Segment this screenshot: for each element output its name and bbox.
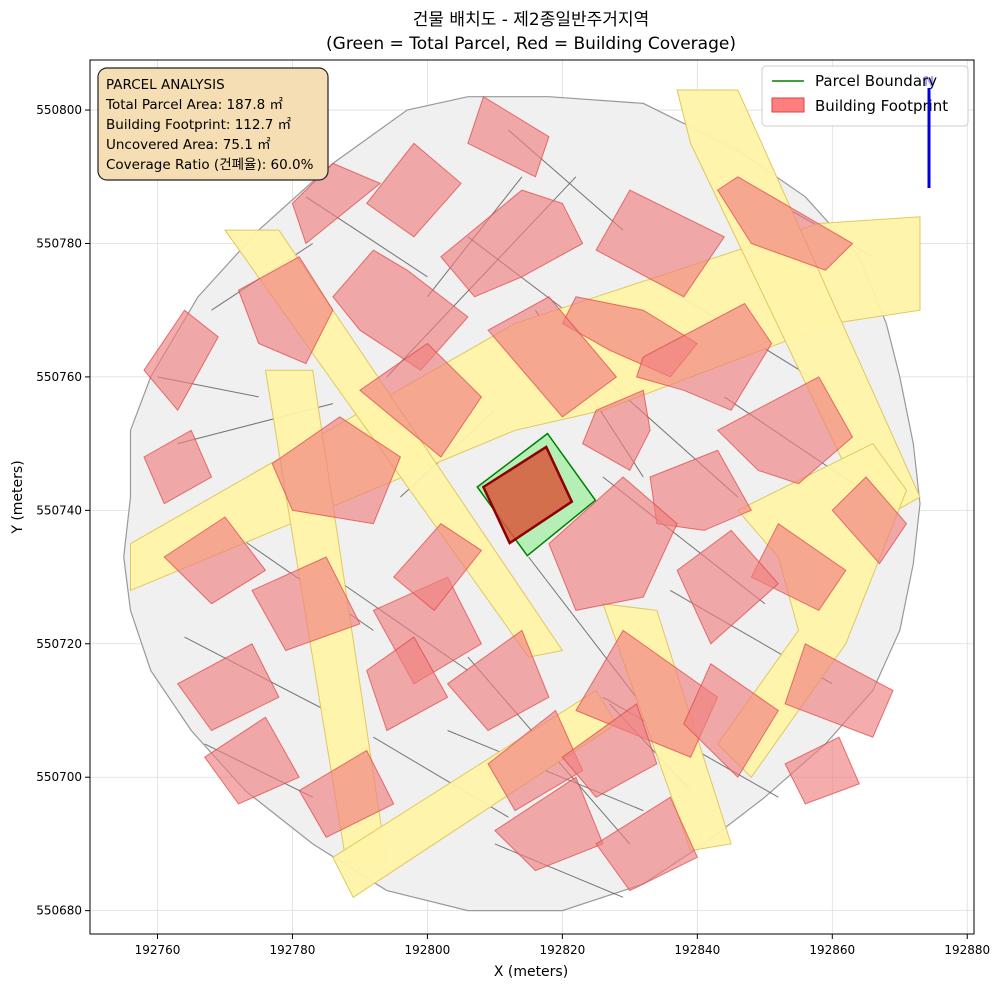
y-tick-label: 550760 [36,370,82,384]
building-footprint [392,523,483,612]
info-total-parcel-area: Total Parcel Area: 187.8 ㎡ [105,97,283,113]
x-tick-label: 192800 [404,943,450,957]
y-axis-ticks: 550680 550700 550720 550740 550760 550780 5508… [36,103,90,918]
x-axis-label: X (meters) [494,964,568,980]
building-footprint [366,636,449,732]
building-footprint [716,376,854,485]
y-tick-label: 550720 [36,637,82,651]
building-footprint [176,643,280,732]
building-footprints [143,95,908,892]
info-heading: PARCEL ANALYSIS [106,77,225,93]
x-tick-label: 192820 [539,943,585,957]
x-tick-label: 192860 [809,943,855,957]
building-footprint [575,629,719,758]
info-building-footprint: Building Footprint: 112.7 ㎡ [106,117,292,133]
plot-frame [89,59,975,935]
info-uncovered-area: Uncovered Area: 75.1 ㎡ [106,137,271,153]
building-footprint [143,429,213,505]
building-footprint [440,189,584,298]
north-arrow: N [924,75,935,188]
building-footprint [291,162,382,245]
parcel-analysis-box: PARCEL ANALYSIS Total Parcel Area: 187.8… [97,67,329,181]
x-tick-label: 192780 [270,943,316,957]
building-footprint [784,643,894,738]
building-footprint [365,142,462,238]
building-footprint [203,716,300,805]
building-footprint [750,522,847,612]
building-footprint [271,416,402,525]
building-footprint [595,796,698,892]
building-footprint [683,663,779,779]
y-tick-label: 550700 [36,770,82,784]
building-footprint [143,309,219,412]
building-footprint [595,189,726,298]
legend-building-label: Building Footprint [815,97,948,115]
target-building [481,445,574,545]
legend: Parcel Boundary Building Footprint [761,65,969,127]
building-footprint [359,342,483,458]
y-tick-label: 550800 [36,103,82,117]
x-tick-label: 192880 [944,943,990,957]
building-footprint [487,296,618,418]
legend-building-swatch [771,97,805,113]
y-tick-label: 550740 [36,503,82,517]
north-arrow-label: N [924,75,935,90]
building-footprint [716,176,854,271]
building-footprint [548,476,678,611]
building-footprint [581,389,651,471]
building-footprint [237,256,334,365]
building-footprint [446,629,550,732]
building-footprint [676,529,780,645]
chart-title-line1: 건물 배치도 - 제2종일반주거지역 [413,10,649,30]
legend-parcel-label: Parcel Boundary [815,72,937,90]
target-parcel-group [476,432,597,557]
building-footprint [298,749,395,838]
building-footprint [784,736,860,805]
info-box-background [97,67,329,181]
building-footprint [251,556,361,652]
building-footprint [831,476,908,565]
chart-title-line2: (Green = Total Parcel, Red = Building Co… [326,34,736,54]
building-footprint [561,702,658,798]
x-axis-ticks: 192760 192780 192800 192820 192840 192860 1928… [135,934,990,957]
building-footprint [332,249,469,371]
legend-background [761,65,969,127]
x-tick-label: 192840 [674,943,720,957]
building-footprint [163,516,267,605]
x-tick-label: 192760 [135,943,181,957]
info-coverage-ratio: Coverage Ratio (건폐율): 60.0% [106,157,314,173]
building-footprint [467,95,550,178]
y-tick-label: 550780 [36,236,82,250]
lot-line [494,843,624,898]
building-footprint [635,302,773,411]
y-axis-label: Y (meters) [10,460,26,534]
y-tick-label: 550680 [36,904,82,918]
